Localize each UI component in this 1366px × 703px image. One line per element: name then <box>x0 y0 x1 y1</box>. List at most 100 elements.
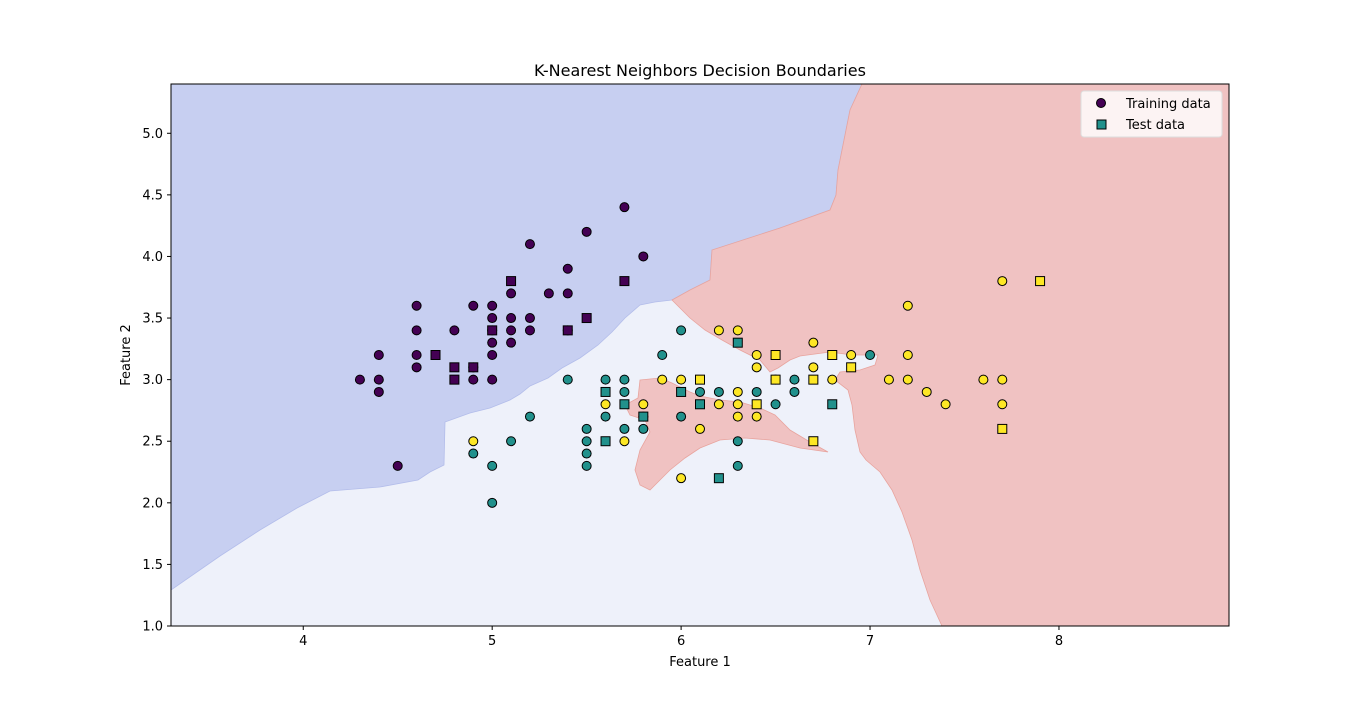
y-tick-label: 1.5 <box>142 558 163 573</box>
training-point <box>524 411 535 422</box>
training-point <box>468 374 479 385</box>
training-point <box>732 399 743 410</box>
training-point <box>713 399 724 410</box>
test-point <box>619 276 630 287</box>
training-point <box>392 460 403 471</box>
x-tick-label: 8 <box>1055 634 1063 649</box>
training-point <box>676 411 687 422</box>
x-tick-label: 4 <box>299 634 307 649</box>
training-point <box>751 362 762 373</box>
training-point <box>695 386 705 397</box>
training-point <box>600 411 611 422</box>
training-point <box>581 448 592 459</box>
training-point <box>449 325 460 336</box>
test-point <box>997 423 1008 434</box>
training-point <box>524 313 535 324</box>
training-point <box>600 399 611 410</box>
training-point <box>562 263 573 274</box>
training-point <box>713 325 724 336</box>
y-tick-label: 2.0 <box>142 496 163 511</box>
x-tick-label: 5 <box>488 634 496 649</box>
training-point <box>619 374 630 385</box>
training-point <box>619 202 630 213</box>
test-point <box>581 313 592 324</box>
training-point <box>581 226 592 237</box>
training-point <box>487 374 498 385</box>
test-point <box>695 374 705 385</box>
legend-marker-training <box>1096 98 1106 108</box>
training-point <box>581 423 592 434</box>
training-point <box>751 386 762 397</box>
test-point <box>600 436 611 447</box>
test-point <box>562 325 573 336</box>
training-point <box>468 448 479 459</box>
plot-area <box>170 83 1230 627</box>
decision-regions <box>171 84 1229 626</box>
training-point <box>373 374 384 385</box>
training-point <box>506 288 517 299</box>
test-point <box>770 374 781 385</box>
training-point <box>468 436 479 447</box>
training-point <box>506 436 517 447</box>
training-point <box>487 350 498 360</box>
test-point <box>732 337 743 348</box>
test-point <box>468 362 479 373</box>
training-point <box>865 350 876 360</box>
training-point <box>921 386 932 397</box>
x-tick-label: 6 <box>677 634 685 649</box>
y-tick-label: 3.0 <box>142 373 163 388</box>
training-point <box>902 300 913 311</box>
training-point <box>411 362 422 373</box>
test-point <box>808 374 819 385</box>
training-point <box>695 423 705 434</box>
training-point <box>638 399 649 410</box>
training-point <box>506 337 517 348</box>
training-point <box>562 374 573 385</box>
test-point <box>827 399 838 410</box>
training-point <box>732 411 743 422</box>
training-point <box>619 386 630 397</box>
training-point <box>883 374 894 385</box>
training-point <box>997 399 1008 410</box>
x-axis: 4 5 6 7 8 <box>299 626 1063 649</box>
training-point <box>902 374 913 385</box>
training-point <box>732 436 743 447</box>
training-point <box>581 460 592 471</box>
test-point <box>1035 276 1046 287</box>
training-point <box>373 350 384 360</box>
training-point <box>676 374 687 385</box>
training-point <box>789 386 800 397</box>
test-point <box>808 436 819 447</box>
training-point <box>638 423 649 434</box>
test-point <box>600 386 611 397</box>
training-point <box>902 350 913 360</box>
training-point <box>732 386 743 397</box>
data-points <box>354 202 1046 508</box>
training-point <box>940 399 951 410</box>
training-point <box>657 350 668 360</box>
training-point <box>789 374 800 385</box>
test-point <box>713 473 724 484</box>
training-point <box>524 325 535 336</box>
training-point <box>997 374 1008 385</box>
test-point <box>449 362 460 373</box>
training-point <box>638 251 649 262</box>
training-point <box>487 337 498 348</box>
test-point <box>770 350 781 360</box>
training-point <box>657 374 668 385</box>
training-point <box>506 313 517 324</box>
training-point <box>373 386 384 397</box>
training-point <box>543 288 554 299</box>
plot-frame <box>170 83 1230 627</box>
legend: Training data Test data <box>1080 90 1223 138</box>
test-point <box>506 276 517 287</box>
test-point <box>846 362 857 373</box>
legend-label-test: Test data <box>1125 118 1185 133</box>
training-point <box>487 313 498 324</box>
y-axis: 1.0 1.5 2.0 2.5 3.0 3.5 4.0 4.5 5.0 <box>142 127 171 635</box>
test-point <box>430 350 441 360</box>
training-point <box>524 239 535 250</box>
test-point <box>487 325 498 336</box>
legend-label-training: Training data <box>1125 97 1211 112</box>
